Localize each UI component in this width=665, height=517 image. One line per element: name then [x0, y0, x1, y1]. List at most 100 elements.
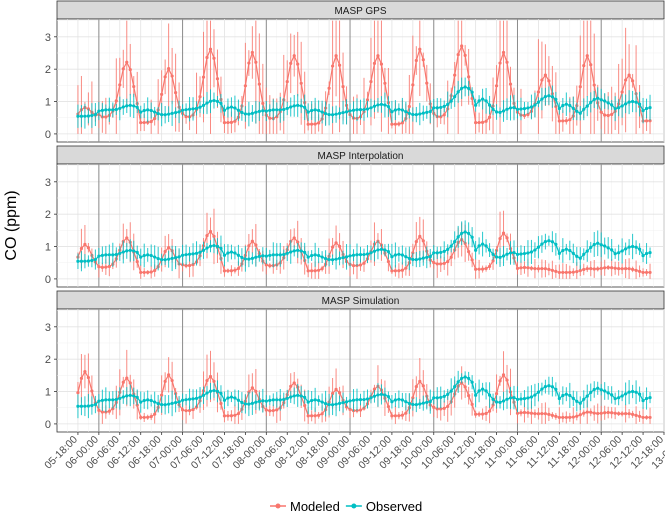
modeled-point — [170, 74, 174, 78]
observed-point — [610, 393, 614, 397]
observed-point — [421, 401, 425, 405]
observed-point — [480, 387, 485, 391]
modeled-point — [149, 415, 153, 419]
observed-point — [240, 255, 244, 260]
modeled-point — [477, 267, 481, 271]
modeled-point — [501, 50, 506, 55]
observed-point — [365, 397, 370, 401]
observed-point — [369, 396, 373, 400]
observed-point — [557, 106, 561, 111]
modeled-point — [86, 375, 90, 380]
observed-point — [543, 95, 547, 99]
observed-point — [582, 107, 586, 111]
modeled-point — [289, 384, 293, 388]
modeled-point — [564, 270, 568, 275]
observed-point — [184, 108, 188, 112]
modeled-point — [467, 75, 471, 79]
modeled-point — [100, 265, 104, 269]
modeled-point — [400, 413, 404, 417]
modeled-point — [515, 411, 520, 415]
modeled-point — [543, 73, 547, 77]
modeled-point — [187, 263, 192, 268]
observed-point — [163, 403, 167, 407]
modeled-point — [540, 266, 544, 271]
observed-point — [250, 256, 254, 260]
observed-point — [90, 258, 94, 263]
observed-point — [522, 396, 527, 401]
modeled-point — [456, 53, 460, 57]
modeled-point — [397, 269, 401, 273]
observed-point — [470, 380, 474, 384]
modeled-point — [533, 267, 537, 271]
modeled-point — [564, 119, 568, 123]
observed-point — [313, 108, 317, 112]
modeled-point — [386, 259, 391, 264]
modeled-point — [470, 96, 474, 101]
observed-point — [222, 398, 227, 402]
legend: Modeled Observed — [270, 499, 422, 514]
modeled-point — [446, 404, 450, 409]
observed-point — [463, 375, 467, 379]
observed-point — [114, 397, 118, 402]
observed-point — [247, 402, 251, 406]
observed-point — [498, 255, 502, 259]
observed-point — [212, 243, 216, 248]
modeled-point — [575, 270, 579, 274]
observed-point — [317, 398, 321, 403]
observed-point — [198, 105, 202, 109]
modeled-point — [522, 410, 527, 415]
observed-point — [187, 397, 192, 401]
modeled-point — [585, 410, 589, 414]
observed-point — [355, 253, 359, 257]
observed-point — [226, 396, 230, 400]
modeled-point — [554, 414, 558, 418]
observed-point — [289, 395, 293, 399]
modeled-point — [397, 122, 401, 126]
observed-point — [407, 111, 411, 116]
modeled-point — [582, 411, 586, 415]
observed-point — [86, 404, 90, 408]
modeled-point — [310, 414, 314, 418]
observed-point — [229, 105, 234, 109]
observed-point — [456, 90, 460, 94]
modeled-point — [83, 370, 87, 374]
observed-point — [222, 253, 227, 257]
y-tick-label: 0 — [45, 129, 51, 141]
observed-point — [571, 396, 575, 400]
observed-point — [285, 251, 289, 256]
observed-point — [644, 396, 649, 401]
observed-point — [428, 255, 432, 259]
modeled-point — [104, 265, 108, 269]
modeled-point — [313, 269, 317, 273]
observed-point — [83, 404, 87, 408]
observed-point — [425, 110, 429, 114]
observed-point — [589, 245, 593, 249]
observed-point — [561, 103, 565, 108]
observed-point — [79, 114, 84, 118]
modeled-point — [205, 379, 209, 383]
modeled-point — [543, 267, 547, 271]
observed-point — [386, 104, 391, 109]
modeled-point — [376, 54, 380, 58]
observed-point — [637, 247, 642, 251]
observed-point — [104, 398, 108, 402]
observed-point — [446, 392, 450, 396]
observed-point — [118, 106, 122, 111]
observed-point — [257, 254, 261, 258]
modeled-point — [292, 236, 296, 240]
observed-point — [599, 98, 603, 102]
observed-point — [317, 253, 321, 258]
y-tick-label: 0 — [45, 274, 51, 286]
observed-point — [250, 111, 254, 115]
observed-point — [435, 251, 439, 255]
modeled-point — [442, 113, 446, 117]
observed-point — [310, 253, 314, 258]
observed-point — [198, 395, 202, 399]
observed-point — [114, 107, 118, 112]
modeled-point — [306, 122, 310, 126]
modeled-point — [561, 119, 565, 123]
observed-point — [163, 113, 167, 117]
observed-point — [592, 242, 596, 247]
y-tick-label: 2 — [45, 209, 51, 221]
modeled-point — [184, 115, 188, 119]
